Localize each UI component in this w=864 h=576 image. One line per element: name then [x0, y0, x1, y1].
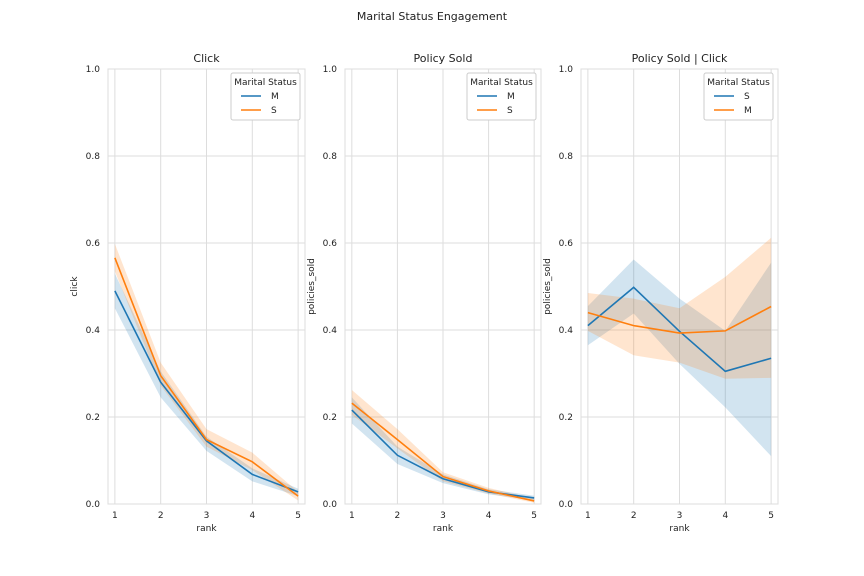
series-line-s: [114, 257, 299, 497]
x-tick-label: 5: [295, 511, 301, 521]
plot-frame: [107, 68, 306, 505]
y-tick-label: 1.0: [86, 65, 101, 75]
x-tick-label: 2: [158, 511, 164, 521]
panel-3: 1 2 3 4 5 0.0 0.2 0.4 0.6 0.8 1.0 rank policies_sold…: [543, 52, 779, 534]
legend-label-s: S: [271, 106, 277, 116]
legend-frame: [466, 72, 537, 121]
y-tick-label: 0.2: [86, 413, 100, 423]
legend-frame: [230, 72, 301, 121]
x-tick-label: 5: [768, 511, 774, 521]
legend: Marital Status MS: [466, 72, 537, 121]
y-tick-label: 0.4: [323, 326, 338, 336]
series-line-s: [587, 286, 772, 373]
y-tick-label: 1.0: [559, 65, 574, 75]
y-tick-label: 0.4: [86, 326, 101, 336]
panel-1: 1 2 3 4 5 0.0 0.2 0.4 0.6 0.8 1.0 rank click Click Mar…: [70, 52, 306, 534]
y-axis-label: policies_sold: [543, 258, 553, 315]
legend-label-m: M: [744, 106, 752, 116]
y-tick-label: 0.6: [86, 239, 101, 249]
y-axis-label: click: [70, 276, 80, 297]
y-tick-label: 0.2: [323, 413, 337, 423]
y-tick-label: 1.0: [323, 65, 338, 75]
legend-frame: [703, 72, 774, 121]
y-tick-label: 0.2: [559, 413, 573, 423]
x-tick-label: 5: [531, 511, 537, 521]
y-axis-label: policies_sold: [307, 258, 317, 315]
x-tick-label: 2: [631, 511, 637, 521]
x-tick-label: 1: [112, 511, 118, 521]
y-tick-label: 0.6: [323, 239, 338, 249]
panel-2: 1 2 3 4 5 0.0 0.2 0.4 0.6 0.8 1.0 rank policies_sold…: [307, 52, 542, 534]
y-tick-label: 0.8: [559, 152, 574, 162]
x-tick-label: 4: [486, 511, 492, 521]
series-line-m: [114, 290, 299, 493]
ci-band-s: [587, 259, 772, 457]
ci-band-m: [587, 237, 772, 379]
y-tick-label: 0.0: [323, 500, 338, 510]
legend-title: Marital Status: [470, 78, 533, 88]
x-tick-label: 3: [677, 511, 683, 521]
x-tick-label: 3: [204, 511, 210, 521]
x-tick-label: 1: [585, 511, 591, 521]
legend-title: Marital Status: [234, 78, 297, 88]
y-tick-label: 0.0: [86, 500, 101, 510]
y-tick-label: 0.4: [559, 326, 574, 336]
x-tick-label: 1: [349, 511, 355, 521]
panel-title: Click: [193, 52, 220, 65]
x-tick-label: 4: [249, 511, 255, 521]
plot-frame: [580, 68, 779, 505]
y-tick-label: 0.0: [559, 500, 574, 510]
x-tick-label: 4: [722, 511, 728, 521]
legend-label-m: M: [271, 92, 279, 102]
y-tick-label: 0.8: [323, 152, 338, 162]
x-axis-label: rank: [196, 524, 217, 534]
y-tick-label: 0.6: [559, 239, 574, 249]
x-tick-label: 2: [395, 511, 401, 521]
x-axis-label: rank: [669, 524, 690, 534]
x-tick-label: 3: [440, 511, 446, 521]
ci-band-s: [351, 390, 535, 503]
legend: Marital Status MS: [230, 72, 301, 121]
y-tick-label: 0.8: [86, 152, 101, 162]
legend-title: Marital Status: [707, 78, 770, 88]
series-line-m: [587, 305, 772, 334]
figure-title: Marital Status Engagement: [357, 10, 508, 23]
x-axis-label: rank: [433, 524, 454, 534]
legend-label-m: M: [507, 92, 515, 102]
legend-label-s: S: [744, 92, 750, 102]
legend-label-s: S: [507, 106, 513, 116]
panel-title: Policy Sold: [414, 52, 473, 65]
plot-frame: [344, 68, 542, 505]
legend: Marital Status SM: [703, 72, 774, 121]
panel-title: Policy Sold | Click: [632, 52, 728, 65]
series-line-s: [351, 402, 535, 502]
